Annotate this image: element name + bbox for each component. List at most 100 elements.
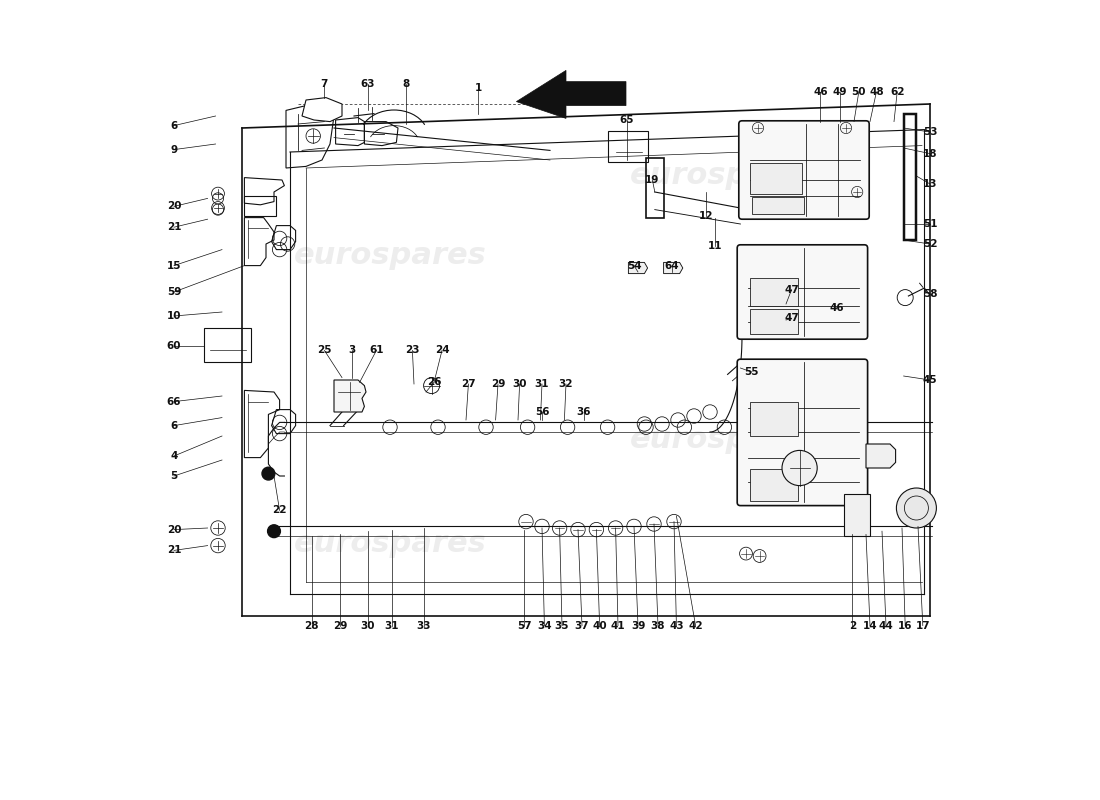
Text: 41: 41 [610, 621, 625, 630]
Bar [750, 278, 798, 306]
Bar [244, 196, 276, 216]
Text: 16: 16 [898, 621, 912, 630]
Text: 32: 32 [559, 379, 573, 389]
FancyBboxPatch shape [737, 245, 868, 339]
Text: 60: 60 [167, 341, 182, 350]
Text: 7: 7 [321, 79, 328, 89]
Bar [845, 494, 870, 536]
Text: 61: 61 [370, 346, 384, 355]
Text: 65: 65 [619, 115, 634, 125]
Text: 12: 12 [698, 211, 713, 221]
Text: 63: 63 [361, 79, 375, 89]
Text: 42: 42 [689, 621, 703, 630]
Polygon shape [516, 70, 626, 118]
Text: 66: 66 [167, 397, 182, 406]
Text: 26: 26 [427, 378, 441, 387]
Circle shape [262, 467, 275, 480]
Text: 62: 62 [890, 87, 904, 97]
Text: 27: 27 [461, 379, 475, 389]
Bar [750, 402, 798, 436]
Text: 17: 17 [915, 621, 931, 630]
Text: 43: 43 [669, 621, 684, 630]
Text: 29: 29 [333, 621, 348, 630]
Text: 38: 38 [651, 621, 666, 630]
Text: 37: 37 [574, 621, 590, 630]
Text: eurospares: eurospares [294, 530, 486, 558]
Text: 46: 46 [813, 87, 827, 97]
Text: 50: 50 [851, 87, 866, 97]
Text: 64: 64 [664, 261, 679, 270]
Text: 13: 13 [923, 179, 937, 189]
Bar [750, 309, 798, 334]
Text: 35: 35 [554, 621, 570, 630]
Text: 48: 48 [869, 87, 883, 97]
Text: 6: 6 [170, 421, 177, 430]
Text: 22: 22 [273, 506, 287, 515]
Text: 29: 29 [491, 379, 505, 389]
Text: 28: 28 [305, 621, 319, 630]
Bar [646, 158, 663, 218]
Text: 59: 59 [167, 287, 182, 297]
Text: 39: 39 [630, 621, 646, 630]
Text: 14: 14 [862, 621, 878, 630]
Bar [751, 197, 804, 214]
Text: 15: 15 [167, 261, 182, 270]
Polygon shape [628, 262, 648, 274]
Text: eurospares: eurospares [629, 162, 823, 190]
Text: 10: 10 [167, 311, 182, 321]
Circle shape [782, 450, 817, 486]
Bar [205, 328, 251, 362]
Bar [750, 469, 798, 501]
Text: 51: 51 [923, 219, 937, 229]
FancyBboxPatch shape [739, 121, 869, 219]
Polygon shape [302, 98, 342, 122]
Circle shape [896, 488, 936, 528]
Text: 4: 4 [170, 451, 178, 461]
Text: 45: 45 [923, 375, 937, 385]
Text: 31: 31 [384, 621, 399, 630]
Text: 20: 20 [167, 525, 182, 534]
Text: 49: 49 [833, 87, 847, 97]
Text: 57: 57 [517, 621, 531, 630]
Text: 25: 25 [317, 346, 332, 355]
Text: 34: 34 [537, 621, 552, 630]
Text: eurospares: eurospares [629, 426, 823, 454]
Text: 40: 40 [592, 621, 607, 630]
Text: 3: 3 [348, 346, 355, 355]
Text: 47: 47 [784, 314, 799, 323]
Text: 21: 21 [167, 546, 182, 555]
Text: 30: 30 [361, 621, 375, 630]
FancyBboxPatch shape [737, 359, 868, 506]
Text: 1: 1 [474, 83, 482, 93]
Text: 47: 47 [784, 285, 799, 294]
Text: 24: 24 [434, 346, 449, 355]
Text: 33: 33 [416, 621, 431, 630]
Polygon shape [866, 444, 895, 468]
Text: 56: 56 [535, 407, 549, 417]
Text: 55: 55 [745, 367, 759, 377]
Text: 36: 36 [576, 407, 591, 417]
Text: eurospares: eurospares [294, 242, 486, 270]
Polygon shape [334, 380, 366, 412]
Text: 54: 54 [627, 261, 641, 270]
Circle shape [267, 525, 280, 538]
Text: 23: 23 [405, 346, 420, 355]
Text: 20: 20 [167, 202, 182, 211]
Text: 31: 31 [535, 379, 549, 389]
Text: 5: 5 [170, 471, 177, 481]
Text: 58: 58 [923, 290, 937, 299]
Text: 53: 53 [923, 127, 937, 137]
Text: 52: 52 [923, 239, 937, 249]
Text: 18: 18 [923, 149, 937, 158]
Bar [750, 163, 802, 194]
Bar [607, 131, 648, 162]
Text: 21: 21 [167, 222, 182, 232]
Text: 44: 44 [879, 621, 893, 630]
Text: 2: 2 [849, 621, 856, 630]
Text: 19: 19 [646, 175, 660, 185]
Text: 9: 9 [170, 145, 177, 154]
Text: 11: 11 [707, 242, 722, 251]
Text: 8: 8 [403, 79, 409, 89]
Text: 46: 46 [829, 303, 844, 313]
Polygon shape [663, 262, 683, 274]
